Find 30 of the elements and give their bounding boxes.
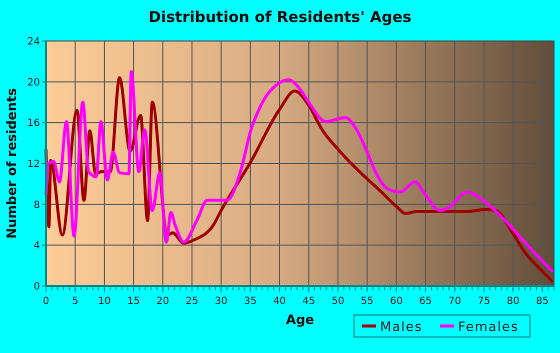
x-tick-label: 5 [72,296,78,307]
x-tick-label: 45 [302,296,316,307]
x-tick-label: 50 [332,296,344,307]
legend-label: Females [458,320,519,335]
y-tick-label: 12 [27,159,40,170]
x-tick-label: 60 [390,296,403,307]
y-tick-label: 16 [27,118,40,130]
x-tick-label: 35 [244,296,257,307]
x-tick-label: 25 [186,296,198,307]
x-tick-label: 80 [506,296,520,307]
x-tick-label: 20 [156,296,170,307]
chart-title: Distribution of Residents' Ages [148,8,412,26]
x-tick-label: 55 [360,296,374,307]
y-tick-label: 24 [27,36,40,48]
x-axis-title: Age [286,313,314,328]
x-tick-label: 85 [536,296,549,307]
x-tick-label: 0 [42,296,50,307]
y-tick-label: 20 [27,77,40,88]
x-tick-label: 70 [448,296,462,307]
x-tick-label: 30 [214,296,228,307]
x-tick-label: 40 [273,296,286,307]
x-tick-label: 15 [127,296,140,307]
y-tick-label: 0 [34,282,40,292]
legend-label: Males [380,320,423,335]
x-tick-label: 10 [98,296,111,307]
x-tick-label: 65 [419,296,432,307]
x-tick-label: 75 [478,296,490,307]
y-tick-label: 4 [34,240,40,252]
y-tick-label: 8 [34,200,40,211]
y-axis-title: Number of residents [5,88,20,239]
